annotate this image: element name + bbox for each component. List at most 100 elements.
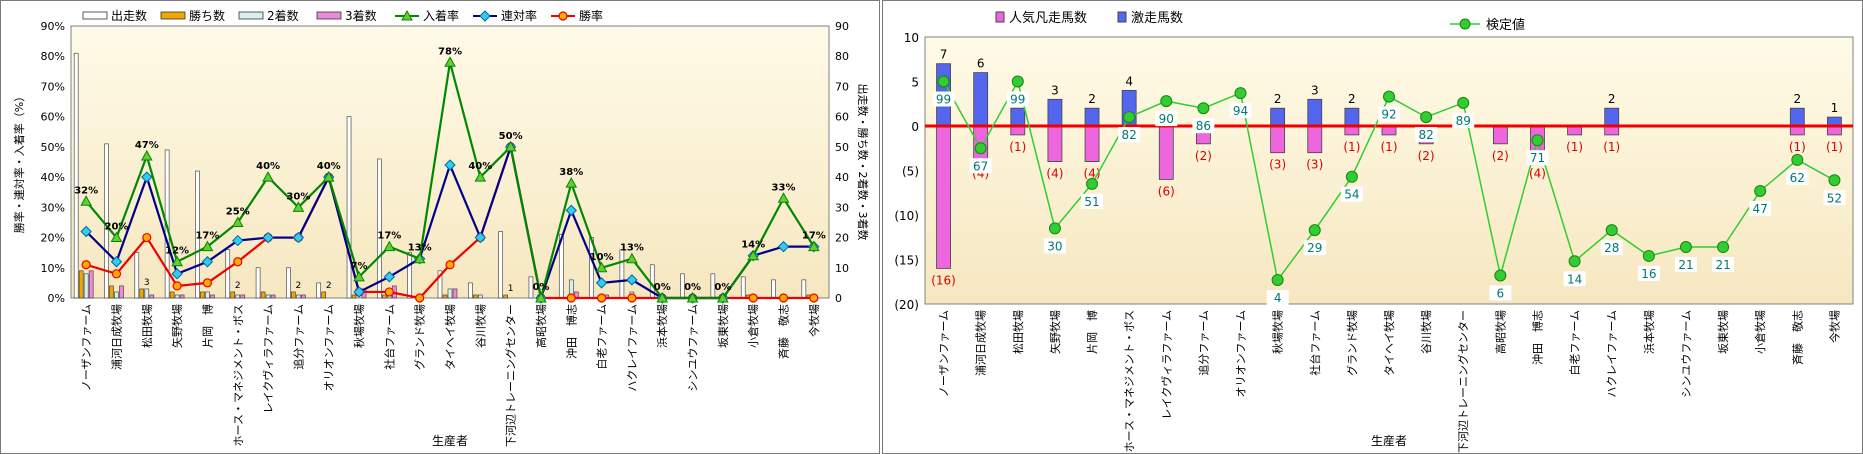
data-label: 78% bbox=[438, 46, 462, 57]
legend-marker bbox=[401, 9, 413, 21]
bar-data-label: (1) bbox=[1603, 140, 1620, 154]
y-tick-label: 50% bbox=[41, 141, 65, 154]
data-label: 17% bbox=[195, 231, 219, 242]
data-point bbox=[1791, 153, 1804, 166]
data-point bbox=[1123, 111, 1136, 124]
y2-tick-label: 20 bbox=[835, 232, 849, 245]
evaluation-chart-panel: (20) (15) (10) (5) 0 5 10 生産者 7 (16) 6 (4) (1) 3 (4) 2 (… bbox=[882, 0, 1863, 454]
data-point bbox=[1531, 134, 1544, 147]
data-label: 54 bbox=[1344, 188, 1359, 202]
data-point bbox=[1568, 255, 1581, 268]
bar bbox=[230, 291, 236, 299]
data-label: 82 bbox=[1122, 128, 1137, 142]
category-label: 白老ファーム bbox=[1568, 310, 1582, 376]
data-point bbox=[201, 256, 214, 268]
bar-data-label: (3) bbox=[1306, 158, 1323, 172]
bar bbox=[801, 279, 807, 299]
data-point bbox=[111, 269, 122, 279]
data-label-bg bbox=[1786, 169, 1809, 185]
data-point bbox=[322, 171, 335, 182]
line-series: 32%20%47%12%17%25%40%30%40%7%17%13%78%40… bbox=[74, 46, 826, 303]
data-point bbox=[747, 249, 760, 261]
bar-data-label: (2) bbox=[1418, 149, 1435, 163]
category-label: 追分ファーム bbox=[1196, 310, 1210, 376]
data-label: 29 bbox=[1307, 241, 1322, 255]
evaluation-chart: (20) (15) (10) (5) 0 5 10 生産者 7 (16) 6 (4) (1) 3 (4) 2 (… bbox=[894, 10, 1854, 453]
bar bbox=[771, 279, 776, 299]
category-label: 秋場牧場 bbox=[352, 304, 366, 348]
y-tick-label: 70% bbox=[41, 80, 65, 93]
bar bbox=[210, 294, 215, 299]
bar bbox=[104, 143, 109, 299]
data-point bbox=[141, 171, 153, 183]
category-label: 矢野牧場 bbox=[1048, 310, 1062, 354]
data-label: 90 bbox=[1159, 112, 1174, 126]
data-point bbox=[717, 291, 729, 303]
legend-label: 検定値 bbox=[1486, 17, 1525, 33]
category-label: グランド牧場 bbox=[413, 304, 427, 370]
bar bbox=[270, 294, 276, 299]
data-label: 50% bbox=[499, 131, 523, 142]
category-label: 片岡 博 bbox=[201, 304, 214, 348]
y2-tick-label: 0 bbox=[835, 292, 842, 305]
data-point bbox=[777, 240, 790, 253]
bar bbox=[1010, 107, 1026, 127]
category-label: ノーザンファーム bbox=[80, 304, 93, 391]
bar-data-label: 2 bbox=[1608, 92, 1616, 106]
bar bbox=[235, 294, 241, 299]
bar bbox=[144, 288, 150, 299]
category-label: シンユウファーム bbox=[687, 304, 700, 392]
data-point bbox=[353, 286, 365, 298]
data-label-bg bbox=[1712, 257, 1735, 273]
data-label-bg bbox=[1229, 103, 1252, 119]
data-point bbox=[748, 293, 758, 303]
bar bbox=[286, 267, 291, 299]
data-point bbox=[504, 140, 517, 152]
bar bbox=[169, 291, 175, 299]
data-label: 82 bbox=[1418, 128, 1433, 142]
category-label: 沖田 博志 bbox=[565, 304, 578, 359]
bar bbox=[134, 252, 140, 299]
data-label: 99 bbox=[1010, 93, 1025, 107]
y-tick-label: 20% bbox=[41, 232, 65, 245]
data-point bbox=[353, 270, 365, 282]
bar-data-label: 2 bbox=[326, 281, 332, 291]
category-label: 小倉牧場 bbox=[746, 304, 760, 348]
bar bbox=[260, 291, 266, 299]
bar bbox=[149, 294, 155, 299]
bar-data-label: (1) bbox=[1009, 140, 1026, 154]
category-label: 社台ファーム bbox=[382, 304, 396, 370]
data-label: 94 bbox=[1233, 104, 1248, 118]
data-point bbox=[171, 268, 183, 280]
data-point bbox=[262, 231, 274, 244]
data-label-bg bbox=[1749, 200, 1772, 216]
bar bbox=[179, 294, 185, 299]
data-label: 86 bbox=[1196, 119, 1211, 133]
bar bbox=[740, 276, 746, 299]
bar-data-label: 3 bbox=[1051, 83, 1059, 97]
data-label-bg bbox=[969, 158, 992, 174]
category-label: 矢野牧場 bbox=[170, 304, 184, 348]
data-label-bg bbox=[1118, 127, 1141, 143]
data-point bbox=[201, 240, 214, 252]
bar-data-label: (1) bbox=[1566, 140, 1583, 154]
data-point bbox=[81, 260, 91, 270]
data-point bbox=[1048, 222, 1061, 235]
bar bbox=[351, 294, 357, 299]
data-label-bg bbox=[1526, 150, 1549, 166]
category-label: 追分ファーム bbox=[291, 304, 305, 370]
legend-label: 3着数 bbox=[345, 8, 377, 23]
data-label-bg bbox=[1192, 118, 1215, 134]
data-point bbox=[231, 216, 244, 227]
data-point bbox=[1197, 102, 1210, 115]
category-label: 浜本牧場 bbox=[1642, 310, 1656, 354]
bar bbox=[321, 291, 327, 299]
data-point bbox=[807, 240, 820, 252]
bar bbox=[255, 267, 261, 299]
y-tick-label: 5 bbox=[911, 76, 919, 90]
data-point bbox=[626, 252, 638, 264]
category-label: 浜本牧場 bbox=[655, 304, 669, 348]
legend-marker bbox=[558, 11, 568, 21]
bar bbox=[407, 252, 412, 299]
